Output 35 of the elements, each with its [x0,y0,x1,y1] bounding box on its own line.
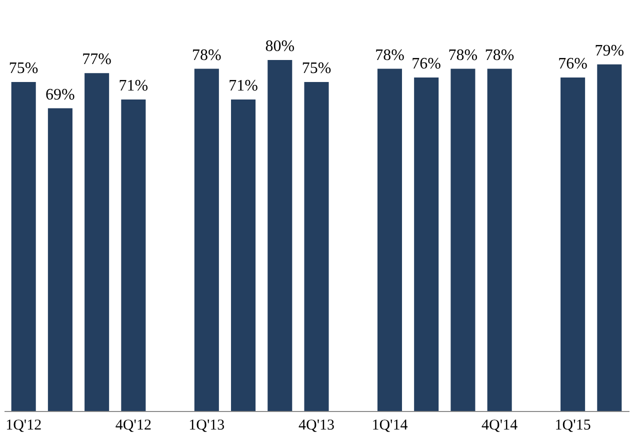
data-label: 76% [412,56,442,73]
x-tick-label: 1Q'13 [188,418,225,434]
data-label: 76% [558,56,588,73]
bar [194,68,219,411]
x-tick-label: 1Q'15 [554,418,591,434]
data-label: 71% [228,77,258,94]
bar [487,68,512,411]
bar [560,78,586,411]
data-label: 69% [46,86,75,104]
data-label: 77% [82,51,112,68]
bar [11,82,36,411]
bar [304,82,329,411]
bar [268,60,292,411]
bar [84,73,110,411]
bar [377,68,402,411]
bar [414,78,439,411]
data-label: 79% [594,42,624,60]
bar [231,99,256,411]
x-tick-label: 1Q'12 [6,418,42,434]
data-label: 78% [448,46,478,64]
x-tick-label: 1Q'14 [372,418,408,434]
x-tick-label: 4Q'14 [482,418,518,434]
data-label: 78% [375,46,404,64]
bar [121,99,146,411]
x-tick-label: 4Q'13 [298,418,335,434]
x-tick-label: 4Q'12 [115,418,152,434]
data-label: 78% [192,46,222,64]
bar [597,64,622,411]
bar [450,68,476,411]
data-label: 75% [302,60,332,77]
data-label: 75% [8,60,38,77]
data-label: 80% [265,38,295,55]
data-label: 71% [118,77,148,94]
data-label: 78% [484,46,514,64]
bar [48,108,72,411]
